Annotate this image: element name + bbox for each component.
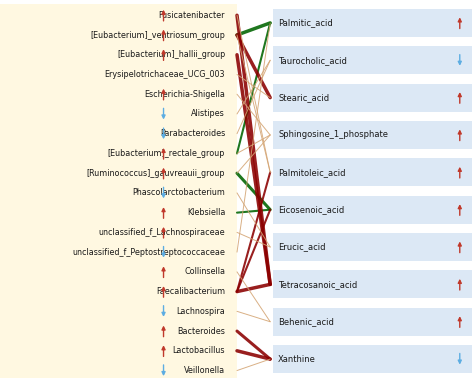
Text: Collinsella: Collinsella xyxy=(184,267,225,276)
Text: Palmitoleic_acid: Palmitoleic_acid xyxy=(278,168,346,177)
Text: Alistipes: Alistipes xyxy=(191,110,225,118)
Text: Bacteroides: Bacteroides xyxy=(177,327,225,335)
Text: Fusicatenibacter: Fusicatenibacter xyxy=(159,11,225,20)
FancyBboxPatch shape xyxy=(0,4,237,378)
Text: Erysipelotrichaceae_UCG_003: Erysipelotrichaceae_UCG_003 xyxy=(105,70,225,79)
FancyBboxPatch shape xyxy=(273,233,472,261)
Text: [Eubacterium]_hallii_group: [Eubacterium]_hallii_group xyxy=(117,50,225,59)
Text: Klebsiella: Klebsiella xyxy=(187,208,225,217)
Text: unclassified_f_Lachnospiraceae: unclassified_f_Lachnospiraceae xyxy=(99,228,225,237)
Text: [Eubacterium]_rectale_group: [Eubacterium]_rectale_group xyxy=(108,149,225,158)
FancyBboxPatch shape xyxy=(273,196,472,223)
FancyBboxPatch shape xyxy=(273,159,472,186)
Text: unclassified_f_Peptostreptococcaceae: unclassified_f_Peptostreptococcaceae xyxy=(72,248,225,257)
Text: Phascolarctobacterium: Phascolarctobacterium xyxy=(132,188,225,197)
FancyBboxPatch shape xyxy=(273,121,472,149)
Text: Behenic_acid: Behenic_acid xyxy=(278,317,334,326)
FancyBboxPatch shape xyxy=(273,46,472,74)
FancyBboxPatch shape xyxy=(273,308,472,336)
Text: Xanthine: Xanthine xyxy=(278,354,316,364)
FancyBboxPatch shape xyxy=(273,84,472,112)
Text: Escherichia-Shigella: Escherichia-Shigella xyxy=(144,90,225,99)
Text: Tetracosanoic_acid: Tetracosanoic_acid xyxy=(278,280,357,289)
Text: [Ruminococcus]_gauvreauii_group: [Ruminococcus]_gauvreauii_group xyxy=(87,169,225,178)
Text: Lactobacillus: Lactobacillus xyxy=(173,346,225,355)
Text: Faecalibacterium: Faecalibacterium xyxy=(156,287,225,296)
Text: Sphingosine_1_phosphate: Sphingosine_1_phosphate xyxy=(278,131,388,139)
Text: [Eubacterium]_ventriosum_group: [Eubacterium]_ventriosum_group xyxy=(90,31,225,39)
FancyBboxPatch shape xyxy=(273,270,472,298)
FancyBboxPatch shape xyxy=(273,345,472,373)
Text: Stearic_acid: Stearic_acid xyxy=(278,93,329,102)
Text: Palmitic_acid: Palmitic_acid xyxy=(278,18,333,28)
Text: Erucic_acid: Erucic_acid xyxy=(278,243,326,251)
Text: Parabacteroides: Parabacteroides xyxy=(160,129,225,138)
FancyBboxPatch shape xyxy=(273,9,472,37)
Text: Taurocholic_acid: Taurocholic_acid xyxy=(278,56,347,65)
Text: Veillonella: Veillonella xyxy=(184,366,225,375)
Text: Lachnospira: Lachnospira xyxy=(176,307,225,316)
Text: Eicosenoic_acid: Eicosenoic_acid xyxy=(278,205,345,214)
